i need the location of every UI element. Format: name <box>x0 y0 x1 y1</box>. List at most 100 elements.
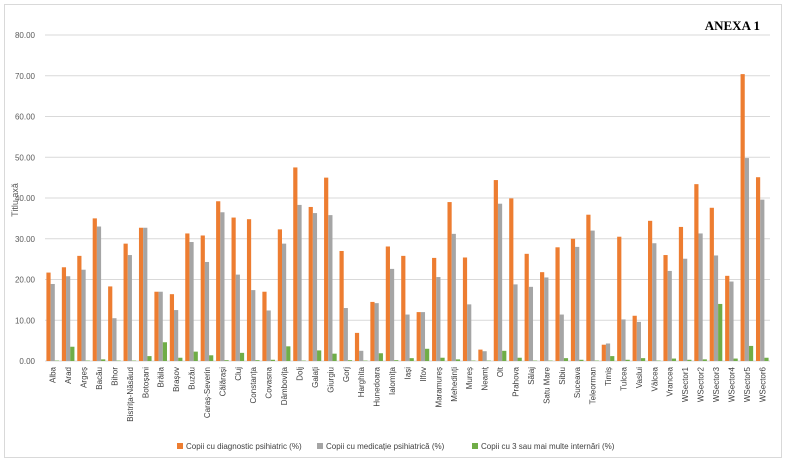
bar-diagnostic <box>308 206 313 361</box>
bar-medication <box>389 268 395 361</box>
bar-medication <box>50 283 55 361</box>
x-tick-label: Sibiu <box>558 367 567 385</box>
x-tick-label: Gorj <box>342 367 351 382</box>
bar-hospitalizations <box>209 355 214 361</box>
bar-medication <box>343 308 348 361</box>
x-tick-label: Sălaj <box>527 367 536 385</box>
bar-hospitalizations <box>455 359 461 361</box>
bar-diagnostic <box>138 227 144 361</box>
x-tick-label: Olt <box>496 366 505 377</box>
bar-medication <box>575 246 580 361</box>
bar-diagnostic <box>617 236 622 361</box>
x-tick-label: Neamț <box>481 366 490 390</box>
bar-diagnostic <box>555 247 560 361</box>
bar-medication <box>220 212 225 361</box>
bar-diagnostic <box>416 312 421 361</box>
bar-medication <box>467 304 472 361</box>
bar-medication <box>405 314 410 361</box>
bar-hospitalizations <box>440 357 445 361</box>
bar-medication <box>482 351 487 361</box>
bar-medication <box>127 255 132 361</box>
bar-medication <box>683 258 688 361</box>
bar-hospitalizations <box>270 359 275 361</box>
bar-diagnostic <box>648 220 653 361</box>
bar-medication <box>281 243 287 361</box>
bar-diagnostic <box>385 246 390 361</box>
bar-medication <box>420 312 426 361</box>
bar-diagnostic <box>524 253 529 361</box>
bar-diagnostic <box>694 184 699 361</box>
bar-hospitalizations <box>255 360 260 361</box>
bar-diagnostic <box>632 315 637 361</box>
bar-medication <box>729 281 734 361</box>
bar-medication <box>374 303 379 361</box>
bar-medication <box>204 261 210 361</box>
x-tick-label: Covasna <box>265 366 274 398</box>
x-tick-label: Teleorman <box>589 367 598 404</box>
bar-hospitalizations <box>70 346 75 361</box>
bar-diagnostic <box>540 272 545 361</box>
legend-label: Copii cu 3 sau mai multe internări (%) <box>481 442 615 451</box>
y-tick-label: 0.00 <box>19 357 35 366</box>
bar-diagnostic <box>401 255 406 361</box>
y-axis-label: Titlu axă <box>10 183 20 217</box>
x-tick-label: Mureș <box>465 367 474 389</box>
x-tick-label: Tulcea <box>619 366 628 390</box>
bar-medication <box>235 274 240 361</box>
bar-hospitalizations <box>178 357 183 361</box>
bar-hospitalizations <box>640 358 646 361</box>
bar-medication <box>312 213 318 361</box>
bar-diagnostic <box>493 180 498 361</box>
x-tick-label: Călărași <box>218 367 227 397</box>
bar-diagnostic <box>586 214 591 361</box>
bar-medication <box>81 269 86 361</box>
bar-hospitalizations <box>610 356 615 361</box>
bar-medication <box>636 321 641 361</box>
legend-swatch <box>177 443 183 449</box>
bar-medication <box>359 350 364 361</box>
bar-hospitalizations <box>394 360 399 361</box>
bar-medication <box>174 310 179 361</box>
x-tick-label: Constanța <box>249 366 258 403</box>
x-tick-label: Timiș <box>604 367 613 386</box>
bar-diagnostic <box>46 272 51 361</box>
bar-hospitalizations <box>332 353 337 361</box>
x-tick-label: Hunedoara <box>373 366 382 406</box>
bar-diagnostic <box>740 74 745 362</box>
bar-diagnostic <box>200 235 205 361</box>
bar-diagnostic <box>231 217 236 361</box>
bar-hospitalizations <box>286 346 291 361</box>
x-tick-label: WSector4 <box>727 366 736 402</box>
legend-swatch <box>317 443 323 449</box>
bar-medication <box>713 255 719 361</box>
x-tick-label: Cluj <box>234 367 243 381</box>
bar-medication <box>251 290 256 361</box>
bar-medication <box>112 318 117 361</box>
bar-hospitalizations <box>502 350 507 361</box>
bar-medication <box>544 277 549 361</box>
x-tick-label: Brașov <box>172 367 181 392</box>
x-tick-label: Argeș <box>80 367 89 388</box>
bar-hospitalizations <box>193 351 198 361</box>
bar-diagnostic <box>77 255 82 361</box>
bar-hospitalizations <box>347 360 353 361</box>
bar-medication <box>328 215 333 361</box>
bar-hospitalizations <box>378 353 383 361</box>
bar-diagnostic <box>678 226 684 361</box>
bar-medication <box>744 158 749 361</box>
bar-diagnostic <box>154 291 159 361</box>
bar-diagnostic <box>570 238 576 361</box>
x-tick-label: Maramureș <box>434 367 443 407</box>
bar-medication <box>621 319 626 361</box>
x-tick-label: Brăila <box>157 366 166 387</box>
bar-hospitalizations <box>317 350 322 361</box>
bar-diagnostic <box>509 198 514 361</box>
x-tick-label: WSector5 <box>743 366 752 402</box>
bar-diagnostic <box>432 257 437 361</box>
bar-medication <box>497 203 503 361</box>
bar-diagnostic <box>601 344 606 361</box>
x-tick-label: Arad <box>64 367 73 384</box>
bar-medication <box>559 314 564 361</box>
bar-diagnostic <box>246 219 252 361</box>
bar-hospitalizations <box>625 359 630 361</box>
